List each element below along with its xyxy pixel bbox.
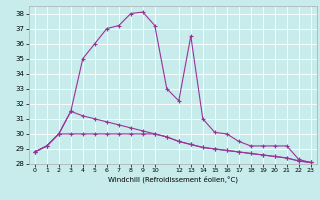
X-axis label: Windchill (Refroidissement éolien,°C): Windchill (Refroidissement éolien,°C) [108, 176, 238, 183]
